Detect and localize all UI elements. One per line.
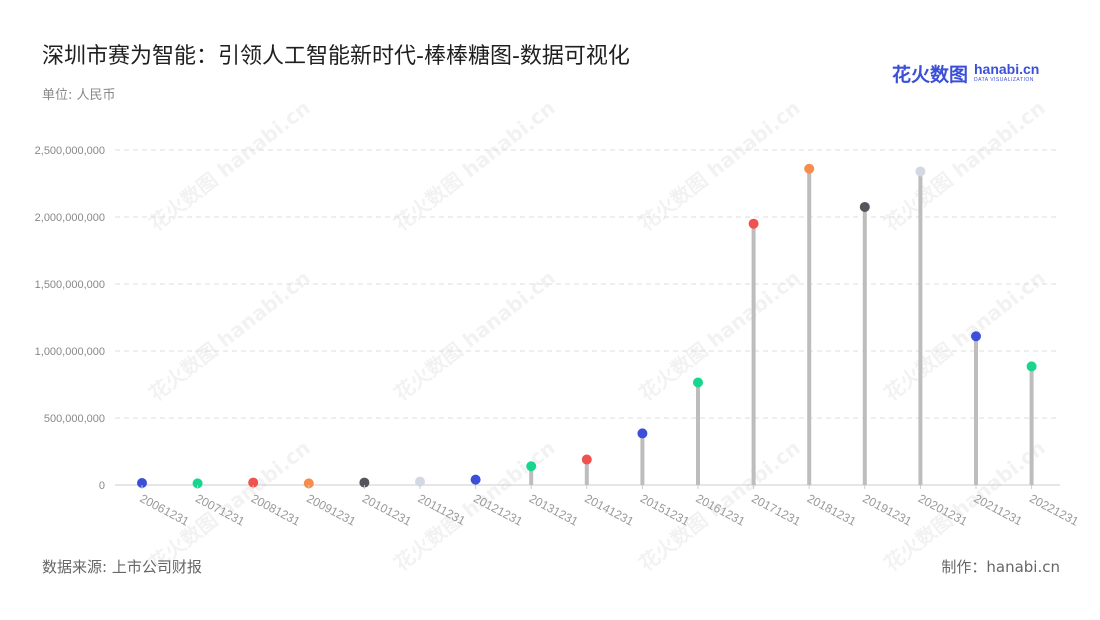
x-tick-label: 20131231 bbox=[527, 491, 581, 529]
lollipop-dot bbox=[303, 478, 314, 489]
lollipop-dot bbox=[1026, 361, 1037, 372]
lollipop-dot bbox=[915, 166, 926, 177]
y-tick-label: 1,500,000,000 bbox=[35, 279, 105, 291]
x-tick-label: 20201231 bbox=[916, 491, 970, 529]
lollipop-dot bbox=[804, 163, 815, 174]
x-tick-label: 20091231 bbox=[304, 491, 358, 529]
y-tick-label: 1,000,000,000 bbox=[35, 346, 105, 358]
lollipop-dot bbox=[637, 428, 648, 439]
logo-sub-text: DATA VISUALIZATION bbox=[974, 77, 1034, 83]
x-tick-label: 20061231 bbox=[138, 491, 192, 529]
y-tick-label: 2,000,000,000 bbox=[35, 212, 105, 224]
unit-label: 单位: 人民币 bbox=[42, 88, 116, 103]
data-source: 数据来源: 上市公司财报 bbox=[42, 558, 202, 576]
y-tick-label: 500,000,000 bbox=[44, 413, 105, 425]
x-tick-label: 20101231 bbox=[360, 491, 414, 529]
lollipop-dot bbox=[526, 461, 537, 472]
lollipop-dot bbox=[859, 201, 870, 212]
x-tick-label: 20151231 bbox=[638, 491, 692, 529]
x-tick-label: 20161231 bbox=[694, 491, 748, 529]
x-tick-label: 20181231 bbox=[805, 491, 859, 529]
x-tick-label: 20111231 bbox=[416, 491, 468, 528]
y-tick-label: 0 bbox=[99, 480, 105, 492]
chart-title: 深圳市赛为智能：引领人工智能新时代-棒棒糖图-数据可视化 bbox=[42, 44, 630, 69]
x-tick-label: 20221231 bbox=[1027, 491, 1081, 529]
brand-logo: 花火数图 hanabi.cn DATA VISUALIZATION bbox=[892, 60, 1042, 88]
credit-label: 制作：hanabi.cn bbox=[941, 558, 1060, 576]
lollipop-dot bbox=[248, 477, 259, 488]
logo-cn-text: 花火数图 bbox=[892, 64, 969, 86]
x-tick-label: 20171231 bbox=[749, 491, 803, 529]
x-tick-label: 20121231 bbox=[471, 491, 525, 529]
x-tick-label: 20071231 bbox=[193, 491, 247, 529]
lollipop-dot bbox=[137, 477, 147, 488]
lollipop-dot bbox=[470, 474, 481, 485]
lollipop-dot bbox=[415, 476, 425, 487]
logo-en-text: hanabi.cn bbox=[974, 61, 1040, 77]
y-tick-label: 2,500,000,000 bbox=[35, 145, 105, 157]
x-tick-label: 20211231 bbox=[972, 491, 1025, 528]
lollipop-dot bbox=[693, 377, 703, 388]
x-tick-label: 20191231 bbox=[860, 491, 914, 529]
lollipop-dot bbox=[192, 478, 203, 489]
lollipop-dot bbox=[971, 331, 981, 342]
x-tick-label: 20081231 bbox=[249, 491, 303, 529]
lollipop-dot bbox=[581, 454, 592, 465]
lollipop-dot bbox=[748, 218, 759, 229]
x-tick-label: 20141231 bbox=[582, 491, 636, 529]
lollipop-dot bbox=[359, 477, 370, 488]
